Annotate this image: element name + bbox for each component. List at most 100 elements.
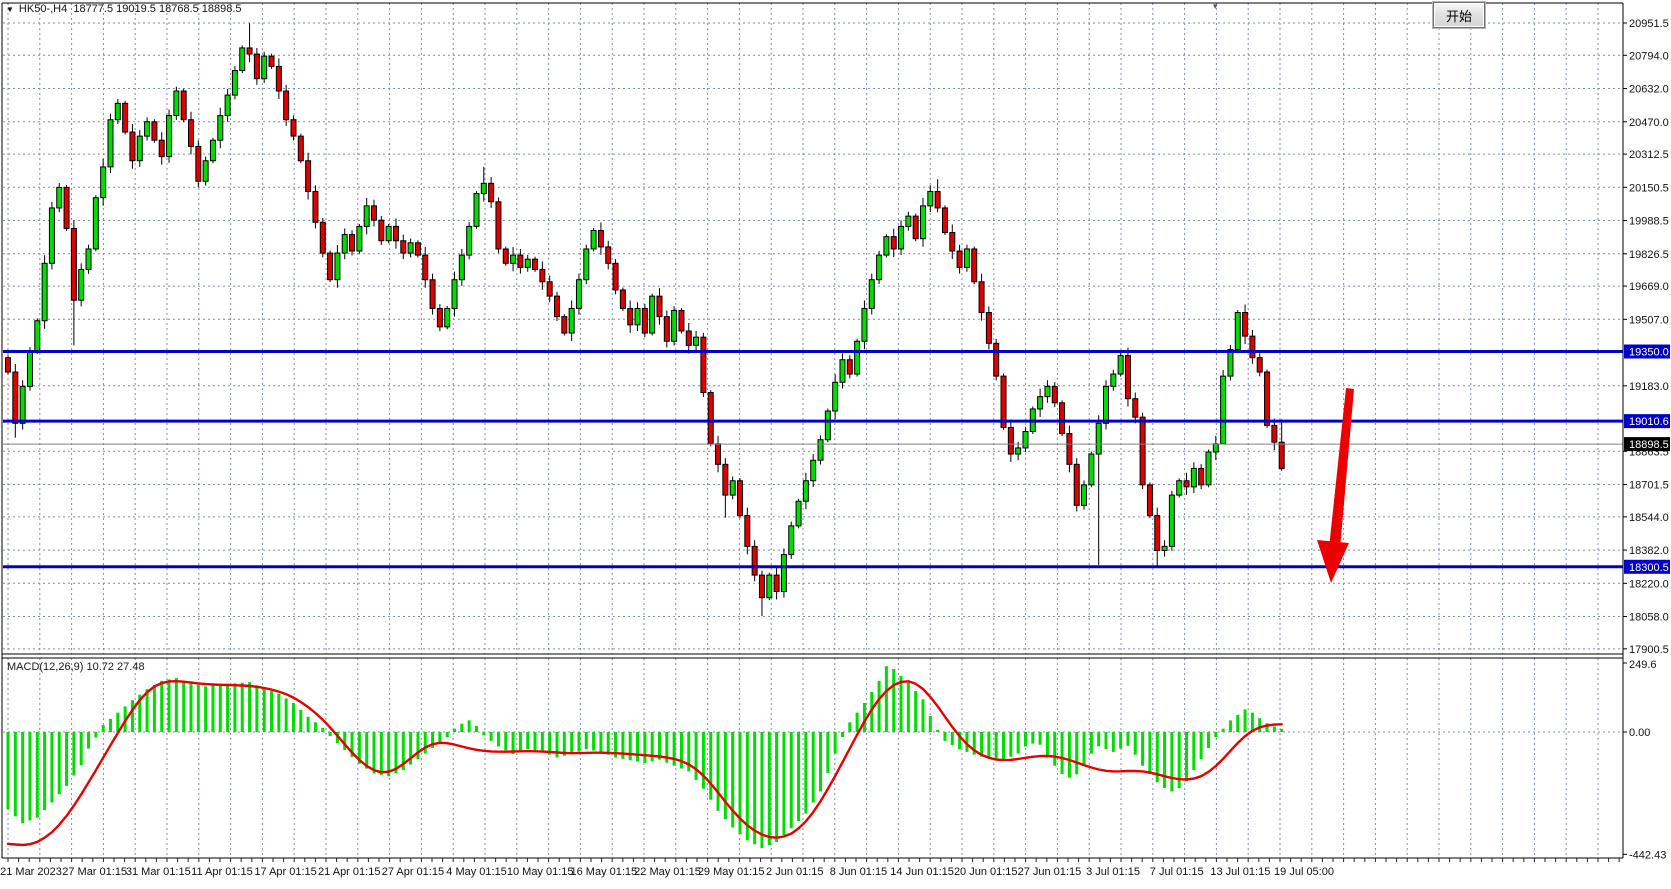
candle-bear bbox=[1249, 335, 1256, 359]
macd-histogram-bar bbox=[431, 732, 435, 749]
macd-histogram-bar bbox=[1067, 732, 1071, 778]
candle-bull bbox=[261, 55, 268, 80]
candle-bear bbox=[429, 279, 436, 309]
candle-bear bbox=[912, 215, 919, 240]
candle-bear bbox=[554, 295, 560, 318]
price-tick-label: 20794.0 bbox=[1629, 50, 1669, 62]
macd-histogram-bar bbox=[914, 691, 918, 732]
candle-bear bbox=[12, 371, 19, 424]
macd-histogram-bar bbox=[518, 732, 522, 752]
candle-bear bbox=[1124, 355, 1131, 400]
candle-bull bbox=[575, 279, 582, 309]
candle-bear bbox=[993, 342, 1000, 377]
candle-bull bbox=[817, 439, 824, 461]
macd-histogram-bar bbox=[526, 732, 530, 750]
candle-bear bbox=[1073, 463, 1080, 506]
candle-bull bbox=[905, 215, 912, 227]
macd-histogram-bar bbox=[870, 691, 874, 732]
candle-bull bbox=[1081, 484, 1088, 506]
macd-histogram-bar bbox=[50, 732, 54, 803]
price-tick-label: 19183.0 bbox=[1629, 381, 1669, 393]
candle-bull bbox=[1234, 312, 1241, 350]
time-axis-label: 14 Jun 01:15 bbox=[890, 866, 954, 878]
symbol-dropdown-icon[interactable]: ▼ bbox=[6, 4, 14, 14]
candle-bull bbox=[1190, 467, 1197, 488]
candle-bear bbox=[5, 357, 11, 373]
macd-histogram-bar bbox=[1009, 732, 1013, 757]
candle-bull bbox=[1037, 396, 1044, 410]
macd-histogram-bar bbox=[262, 688, 266, 732]
macd-axis-tick-label: 0.00 bbox=[1629, 727, 1650, 739]
macd-histogram-bar bbox=[1221, 728, 1225, 732]
candle-bull bbox=[832, 381, 839, 412]
macd-histogram-bar bbox=[1199, 732, 1203, 760]
candle-bull bbox=[136, 135, 143, 162]
candle-bull bbox=[385, 225, 392, 242]
candle-bear bbox=[502, 248, 509, 264]
macd-histogram-bar bbox=[306, 716, 310, 732]
symbol-info-line: ▼ HK50-,H4 18777.5 19019.5 18768.5 18898… bbox=[6, 3, 242, 15]
time-axis-label: 29 May 01:15 bbox=[698, 866, 765, 878]
macd-histogram-bar bbox=[1126, 732, 1130, 746]
current-price-badge-label: 18898.5 bbox=[1629, 439, 1669, 451]
macd-histogram-bar bbox=[79, 732, 83, 766]
candle-bull bbox=[341, 234, 348, 254]
candle-bull bbox=[1117, 355, 1124, 375]
candle-bull bbox=[26, 351, 33, 387]
candle-bear bbox=[751, 545, 758, 576]
candle-bull bbox=[107, 119, 114, 168]
macd-histogram-bar bbox=[130, 700, 134, 732]
start-button[interactable]: 开始 bbox=[1432, 1, 1486, 29]
candle-bear bbox=[180, 90, 187, 121]
candle-bear bbox=[517, 254, 524, 268]
candle-bear bbox=[678, 309, 685, 332]
macd-histogram-bar bbox=[855, 712, 859, 732]
macd-histogram-bar bbox=[218, 684, 222, 732]
macd-histogram-bar bbox=[570, 732, 574, 755]
candle-bear bbox=[1146, 484, 1153, 517]
macd-histogram-bar bbox=[277, 693, 281, 732]
candle-bear bbox=[744, 515, 751, 547]
candle-bull bbox=[458, 254, 465, 281]
macd-histogram-bar bbox=[628, 732, 632, 761]
macd-histogram-bar bbox=[745, 732, 749, 841]
time-axis-label: 7 Jul 01:15 bbox=[1150, 866, 1204, 878]
candle-bull bbox=[693, 336, 700, 346]
macd-histogram-bar bbox=[152, 684, 156, 732]
macd-histogram-bar bbox=[1214, 732, 1218, 737]
time-axis-label: 17 Apr 01:15 bbox=[254, 866, 316, 878]
candle-bear bbox=[371, 205, 377, 221]
scroll-marker-icon[interactable]: ▾ bbox=[1213, 1, 1218, 11]
macd-histogram-bar bbox=[687, 732, 691, 772]
candle-bear bbox=[597, 229, 604, 248]
candle-bear bbox=[532, 258, 539, 270]
macd-histogram-bar bbox=[621, 732, 625, 759]
macd-histogram-bar bbox=[240, 682, 244, 732]
candle-bear bbox=[934, 191, 941, 209]
candle-bear bbox=[1000, 375, 1007, 428]
macd-axis-tick-label: -442.43 bbox=[1629, 849, 1666, 861]
macd-histogram-bar bbox=[189, 683, 193, 732]
candle-bear bbox=[737, 480, 743, 517]
macd-histogram-bar bbox=[965, 732, 969, 752]
macd-histogram-bar bbox=[211, 685, 215, 732]
down-arrow-head-icon bbox=[1317, 540, 1349, 583]
macd-histogram-bar bbox=[950, 732, 954, 745]
macd-histogram-bar bbox=[731, 732, 735, 828]
macd-histogram-bar bbox=[701, 732, 705, 789]
candle-bear bbox=[63, 186, 70, 229]
candle-bull bbox=[78, 268, 85, 301]
macd-histogram-bar bbox=[716, 732, 720, 811]
macd-histogram-bar bbox=[1170, 732, 1174, 792]
macd-histogram-bar bbox=[562, 732, 566, 756]
macd-histogram-bar bbox=[365, 732, 369, 769]
time-axis-label: 27 Apr 01:15 bbox=[382, 866, 444, 878]
price-tick-label: 17900.5 bbox=[1629, 644, 1669, 656]
macd-histogram-bar bbox=[343, 732, 347, 750]
macd-histogram-bar bbox=[643, 732, 647, 763]
candle-bull bbox=[114, 102, 121, 121]
candle-bull bbox=[407, 242, 414, 254]
macd-histogram-bar bbox=[606, 732, 610, 755]
candle-bull bbox=[217, 115, 224, 141]
